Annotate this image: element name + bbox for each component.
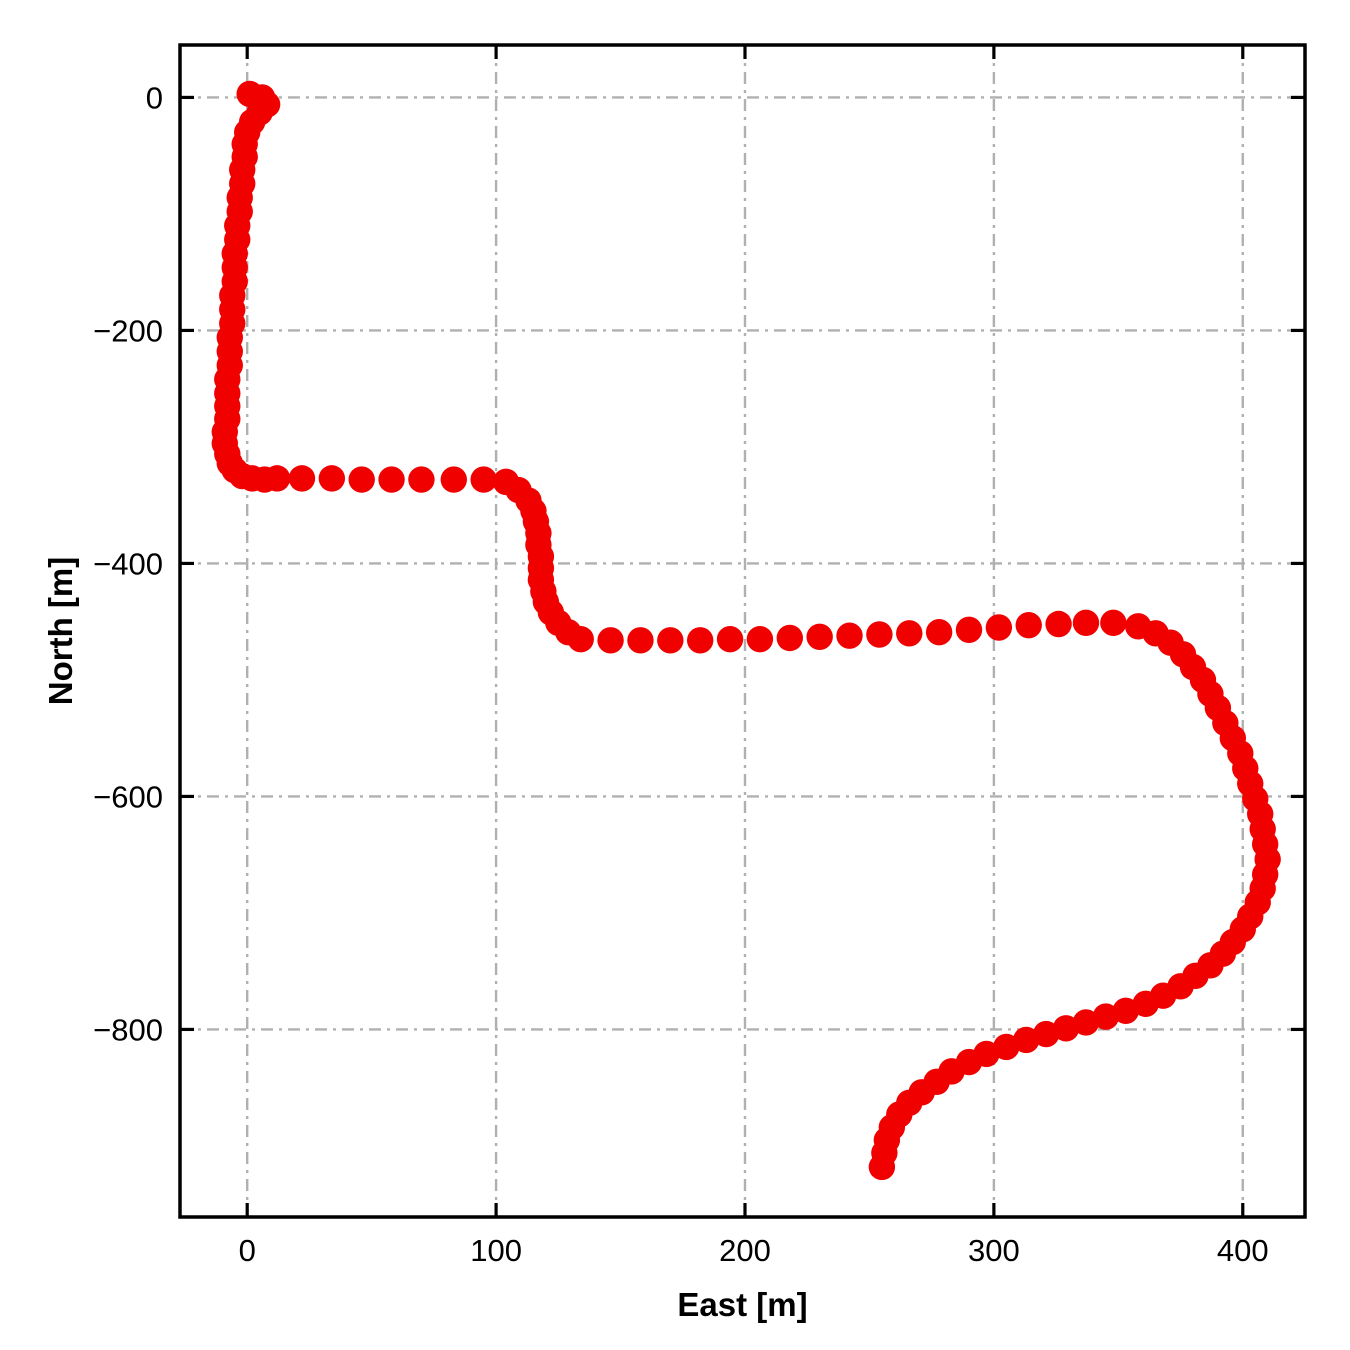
trajectory-point xyxy=(567,625,594,653)
trajectory-point xyxy=(1072,609,1100,637)
trajectory-point xyxy=(1100,609,1127,637)
trajectory-point xyxy=(627,627,654,654)
trajectory-point xyxy=(836,622,863,649)
trajectory-point xyxy=(408,466,435,493)
y-tick-labels: 0 −200 −400 −600 −800 xyxy=(93,80,163,1047)
trajectory-point xyxy=(597,627,624,654)
trajectory-point xyxy=(993,1033,1020,1061)
trajectory-point xyxy=(806,623,833,651)
trajectory-point xyxy=(1045,610,1072,638)
y-tick-label: −200 xyxy=(93,313,163,348)
trajectory-point xyxy=(1092,1003,1120,1030)
x-tick-label: 200 xyxy=(719,1233,771,1268)
trajectory-point xyxy=(657,627,684,654)
trajectory-point xyxy=(470,466,497,493)
trajectory-point xyxy=(866,621,893,648)
y-tick-label: −800 xyxy=(93,1012,163,1047)
trajectory-point xyxy=(868,1153,896,1181)
plot-frame xyxy=(178,43,1307,1219)
x-tick-label: 0 xyxy=(239,1233,256,1268)
trajectory-point xyxy=(378,466,405,493)
y-tick-label: −400 xyxy=(93,546,163,581)
trajectory-points xyxy=(211,80,1281,1181)
y-tick-label: −600 xyxy=(93,779,163,814)
trajectory-point xyxy=(686,627,714,654)
y-tick-label: 0 xyxy=(146,80,163,115)
x-tick-label: 300 xyxy=(968,1233,1020,1268)
x-axis-label: East [m] xyxy=(677,1286,807,1323)
gridlines xyxy=(180,45,1305,1217)
trajectory-point xyxy=(440,466,467,493)
x-tick-label: 100 xyxy=(470,1233,522,1268)
trajectory-point xyxy=(925,618,953,646)
trajectory-point xyxy=(288,465,316,492)
trajectory-point xyxy=(776,624,803,652)
trajectory-point xyxy=(716,625,744,653)
trajectory-point xyxy=(985,614,1013,641)
trajectory-point xyxy=(1072,1009,1100,1036)
trajectory-point xyxy=(1032,1020,1060,1048)
y-axis-label: North [m] xyxy=(42,557,79,705)
trajectory-point xyxy=(1015,611,1042,639)
trajectory-point xyxy=(318,465,346,492)
trajectory-point xyxy=(1052,1015,1080,1042)
trajectory-point xyxy=(263,465,291,492)
trajectory-point xyxy=(1112,997,1139,1024)
trajectory-point xyxy=(348,466,375,493)
x-tick-labels: 0 100 200 300 400 xyxy=(239,1233,1269,1268)
x-tick-label: 400 xyxy=(1217,1233,1269,1268)
axis-ticks xyxy=(180,45,1305,1217)
trajectory-point xyxy=(896,620,923,647)
trajectory-point xyxy=(1132,990,1159,1018)
trajectory-point xyxy=(1013,1026,1040,1054)
trajectory-point xyxy=(746,625,774,653)
trajectory-point xyxy=(955,616,983,644)
